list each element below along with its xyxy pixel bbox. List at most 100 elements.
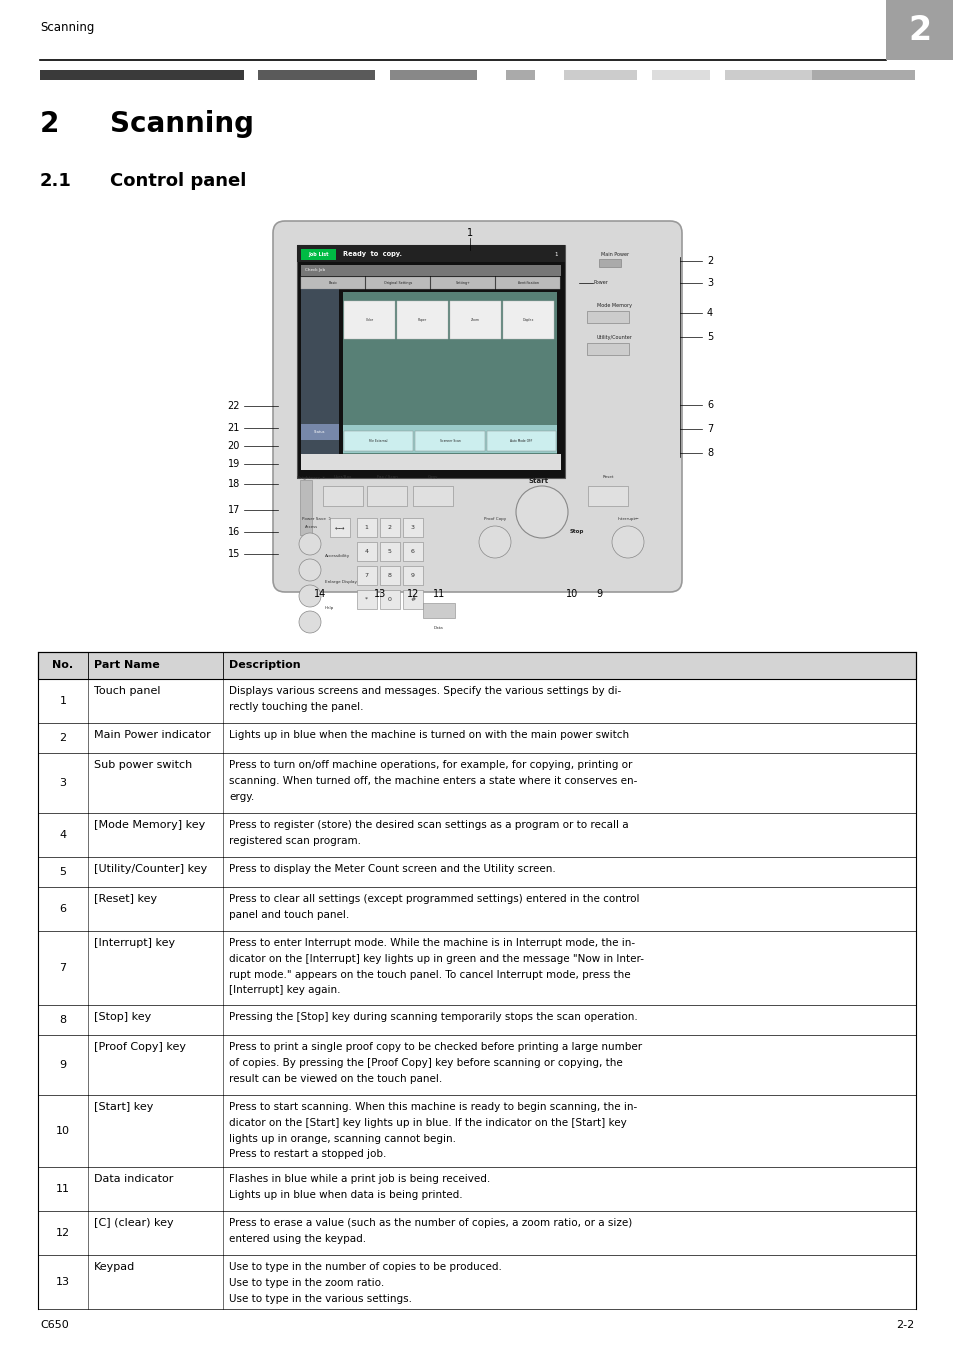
Text: 1: 1 [554, 251, 558, 256]
Text: 11: 11 [56, 1184, 70, 1193]
Text: Zoom: Zoom [471, 319, 479, 323]
Bar [142, 70, 157, 80]
Bar [302, 70, 317, 80]
Text: 1: 1 [364, 525, 368, 531]
Bar [379, 566, 399, 585]
Bar [38, 887, 915, 931]
Bar [301, 454, 560, 470]
Text: 2: 2 [387, 525, 392, 531]
Text: 14: 14 [314, 589, 326, 599]
Bar [296, 244, 564, 262]
Text: scanning. When turned off, the machine enters a state where it conserves en-: scanning. When turned off, the machine e… [229, 776, 637, 786]
Text: dicator on the [Interrupt] key lights up in green and the message "Now in Inter-: dicator on the [Interrupt] key lights up… [229, 954, 643, 964]
Text: Utility/Counter: Utility/Counter [597, 335, 632, 339]
Bar [549, 70, 565, 80]
Bar [38, 679, 915, 724]
Text: Enlarge Display: Enlarge Display [325, 580, 356, 585]
Text: Ready  to  copy.: Ready to copy. [343, 251, 401, 256]
Text: [Proof Copy] key: [Proof Copy] key [94, 1042, 186, 1052]
Bar [84, 70, 99, 80]
Circle shape [298, 559, 320, 580]
Text: 18: 18 [228, 479, 240, 489]
Bar [389, 70, 405, 80]
Text: rectly touching the panel.: rectly touching the panel. [229, 702, 363, 711]
Bar [825, 70, 841, 80]
Bar [288, 70, 303, 80]
Text: Use to type in the zoom ratio.: Use to type in the zoom ratio. [229, 1278, 384, 1288]
Bar [578, 70, 594, 80]
Bar [637, 70, 652, 80]
Text: [Start] key: [Start] key [94, 1102, 153, 1112]
Bar [404, 70, 419, 80]
Text: 7: 7 [59, 963, 67, 973]
Text: 6: 6 [706, 400, 713, 410]
Bar [186, 70, 201, 80]
Text: Data: Data [434, 626, 443, 630]
Text: Help: Help [325, 606, 334, 610]
Bar [38, 753, 915, 813]
Bar [418, 70, 434, 80]
Bar [811, 70, 827, 80]
Bar [323, 486, 363, 506]
Text: 8: 8 [706, 448, 713, 458]
Text: [C] (clear) key: [C] (clear) key [94, 1218, 173, 1228]
Text: [Stop] key: [Stop] key [94, 1012, 152, 1022]
Bar [884, 70, 900, 80]
Text: 6: 6 [59, 904, 67, 914]
Text: Press to print a single proof copy to be checked before printing a large number: Press to print a single proof copy to be… [229, 1042, 641, 1052]
Bar [343, 292, 557, 470]
Text: Control panel: Control panel [110, 171, 246, 190]
Bar [607, 70, 623, 80]
Bar [709, 70, 725, 80]
Bar [586, 310, 628, 323]
Text: 1: 1 [466, 228, 473, 238]
Bar [38, 1035, 915, 1095]
Bar [402, 541, 422, 562]
Bar [38, 652, 915, 679]
Text: 9: 9 [59, 1060, 67, 1071]
Text: Scanning: Scanning [110, 109, 253, 138]
Text: C650: C650 [40, 1320, 69, 1330]
Text: Use to type in the number of copies to be produced.: Use to type in the number of copies to b… [229, 1262, 501, 1272]
Text: 2: 2 [706, 256, 713, 266]
Bar [343, 425, 557, 454]
Bar [301, 277, 365, 289]
Text: Stop: Stop [569, 529, 583, 535]
Bar [782, 70, 798, 80]
Bar [869, 70, 885, 80]
Text: Paper: Paper [417, 319, 427, 323]
Text: Check Job: Check Job [305, 269, 325, 273]
Text: Press to display the Meter Count screen and the Utility screen.: Press to display the Meter Count screen … [229, 864, 556, 873]
Text: 3: 3 [59, 778, 67, 788]
Text: Keypad: Keypad [94, 1262, 135, 1272]
Bar [899, 70, 914, 80]
Bar [753, 70, 768, 80]
Bar [375, 70, 390, 80]
Bar [535, 70, 550, 80]
Text: 4: 4 [59, 830, 67, 840]
Text: 7: 7 [706, 424, 713, 433]
Bar [367, 486, 407, 506]
Bar [171, 70, 187, 80]
Text: 3: 3 [706, 278, 713, 288]
Bar [54, 70, 71, 80]
Text: 2.1: 2.1 [40, 171, 71, 190]
Text: [Interrupt] key: [Interrupt] key [94, 938, 175, 948]
Bar [379, 590, 399, 609]
Text: Press to turn on/off machine operations, for example, for copying, printing or: Press to turn on/off machine operations,… [229, 760, 632, 770]
Circle shape [298, 585, 320, 608]
Bar [651, 70, 667, 80]
Bar [665, 70, 681, 80]
Bar [38, 1095, 915, 1166]
Bar [695, 70, 710, 80]
Text: Accessibility: Accessibility [325, 554, 350, 558]
Bar [229, 70, 245, 80]
Text: registered scan program.: registered scan program. [229, 836, 360, 846]
Bar [69, 70, 85, 80]
Text: 11: 11 [433, 589, 444, 599]
Bar [396, 301, 448, 339]
Bar [296, 244, 564, 478]
Bar [301, 265, 560, 275]
Text: 4: 4 [364, 549, 369, 553]
Bar [38, 1256, 915, 1310]
